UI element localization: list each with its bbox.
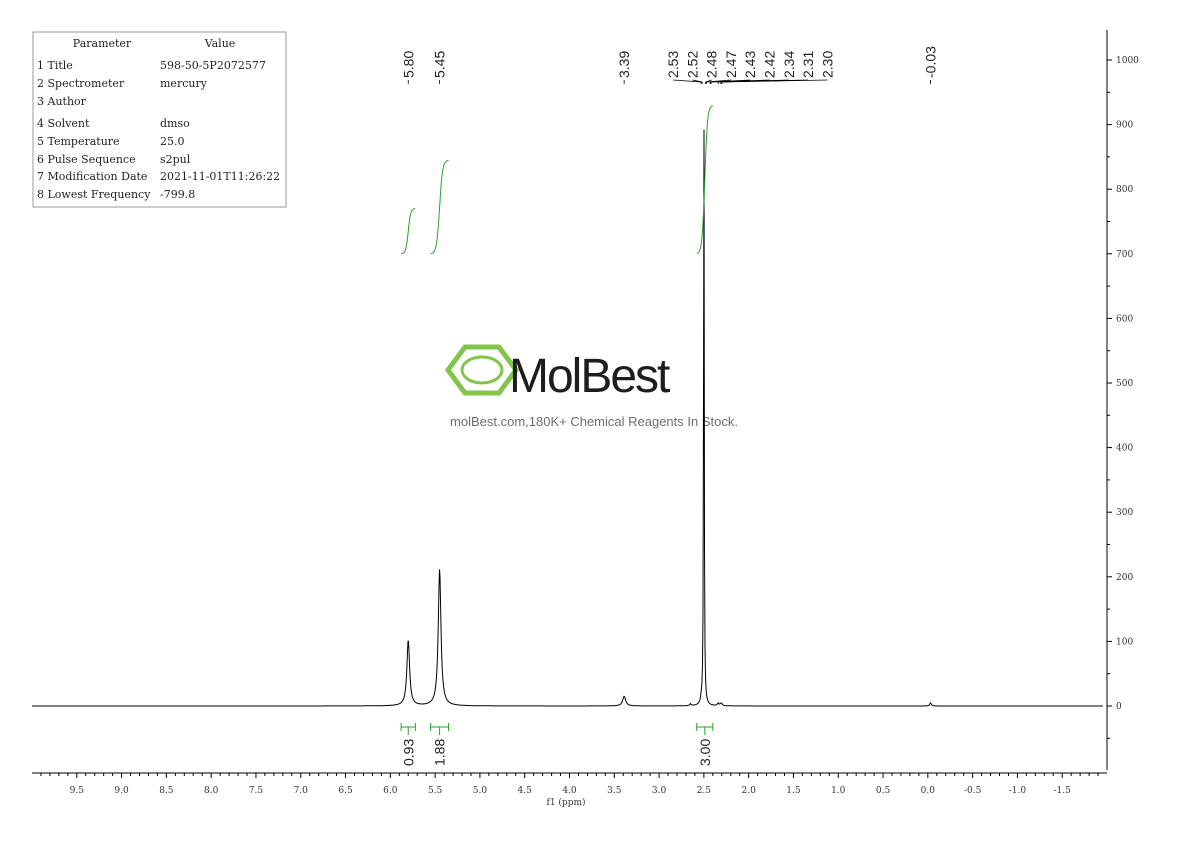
peak-label: 2.31 [800,51,816,78]
peak-label: 2.53 [665,51,681,78]
integral-curve [400,208,416,255]
parameter-value: -799.8 [160,188,195,201]
x-tick-label: -1.5 [1054,786,1072,796]
x-tick-label: 7.5 [249,786,264,796]
x-tick-label: 1.5 [786,786,801,796]
peak-leader-line [709,79,751,84]
parameter-value: 598-50-5P2072577 [160,59,266,72]
x-tick-label: -0.5 [964,786,982,796]
y-tick-label: 300 [1116,508,1133,518]
parameter-value: dmso [160,117,190,130]
parameter-header: Parameter [73,37,132,50]
x-tick-label: 6.5 [338,786,353,796]
y-tick-label: 0 [1116,702,1122,712]
hexagon-logo-icon [444,344,520,396]
y-tick-label: 900 [1116,121,1133,131]
x-tick-label: 1.0 [831,786,846,796]
parameter-name: 4 Solvent [37,117,90,130]
integral-curves: 0.93 1.88 3.00 [400,105,714,766]
peak-label: 2.42 [762,51,778,78]
x-tick-label: 3.0 [652,786,667,796]
integral-value-label: 0.93 [400,739,416,766]
peak-label: 2.52 [684,51,700,78]
peak-label: 5.80 [400,51,416,78]
x-tick-label: 5.5 [428,786,443,796]
hexagon-logo-ring-icon [460,355,504,385]
peak-labels: 5.80 5.45 3.39 2.53 2.52 2.48 2.47 2.43 2.42 2.34… [400,46,939,84]
parameter-name: 3 Author [37,95,87,108]
x-tick-label: 9.0 [114,786,129,796]
spectrum-trace [32,129,1103,707]
x-tick-label: 0.5 [876,786,891,796]
molbest-watermark: MolBest molBest.com,180K+ Chemical Reage… [444,344,738,429]
peak-label: 2.30 [819,51,835,78]
parameter-value: s2pul [160,153,191,166]
peak-label: 2.47 [723,51,739,78]
y-tick-label: 400 [1116,444,1133,454]
integral-curve [430,159,449,255]
watermark-name: MolBest [509,350,670,403]
parameter-name: 8 Lowest Frequency [37,188,151,201]
x-tick-label: 8.5 [159,786,174,796]
x-tick-label: 2.5 [697,786,712,796]
parameter-name: 5 Temperature [37,135,120,148]
integral-curve [696,105,713,254]
y-tick-label: 200 [1116,573,1133,583]
x-tick-label: 8.0 [204,786,219,796]
x-axis-label: f1 (ppm) [547,797,586,808]
parameter-value: mercury [160,77,208,90]
y-tick-label: 800 [1116,185,1133,195]
peak-leader-line [721,79,828,84]
x-tick-label: 9.5 [70,786,85,796]
peak-leader-line [710,79,770,84]
parameter-name: 2 Spectrometer [37,77,125,90]
parameter-name: 7 Modification Date [37,170,147,183]
peak-label: -0.03 [923,46,939,78]
x-tick-label: -1.0 [1009,786,1027,796]
parameter-name: 1 Title [37,59,73,72]
peak-label: 2.43 [742,51,758,78]
integral-value-label: 1.88 [432,739,448,766]
x-tick-label: 4.0 [562,786,577,796]
peak-label: 5.45 [432,51,448,78]
y-tick-label: 1000 [1116,56,1139,66]
y-axis-ticks: 0 100 200 300 400 500 600 700 800 900 1000 [1107,56,1139,739]
peak-label: 2.48 [704,51,720,78]
x-tick-label: 0.0 [921,786,936,796]
x-tick-label: 7.0 [294,786,309,796]
y-tick-label: 100 [1116,637,1133,647]
x-tick-label: 2.0 [742,786,757,796]
parameter-name: 6 Pulse Sequence [37,153,136,166]
parameter-value: 25.0 [160,135,185,148]
x-tick-label: 3.5 [607,786,622,796]
x-tick-label: 4.5 [518,786,533,796]
peak-label: 3.39 [616,51,632,78]
parameter-table: Parameter Value 1 Title 598-50-5P2072577 2… [32,31,287,208]
integral-value-label: 3.00 [697,739,713,766]
parameter-table-border [32,31,287,208]
peak-leader-line [706,79,731,84]
value-header: Value [204,37,236,50]
x-tick-label: 6.0 [383,786,398,796]
x-tick-label: 5.0 [473,786,488,796]
y-tick-label: 500 [1116,379,1133,389]
peak-label: 2.34 [781,51,797,78]
parameter-value: 2021-11-01T11:26:22 [160,170,280,183]
watermark-tagline: molBest.com,180K+ Chemical Reagents In S… [450,414,738,429]
peak-leader-line [705,79,712,84]
peak-leader-line [692,79,703,84]
y-tick-label: 600 [1116,314,1133,324]
y-tick-label: 700 [1116,250,1133,260]
x-axis-ticks: 9.5 9.0 8.5 8.0 7.5 7.0 6.5 6.0 5.5 5.0 4.5 4.0 3.5 3… [40,773,1099,796]
